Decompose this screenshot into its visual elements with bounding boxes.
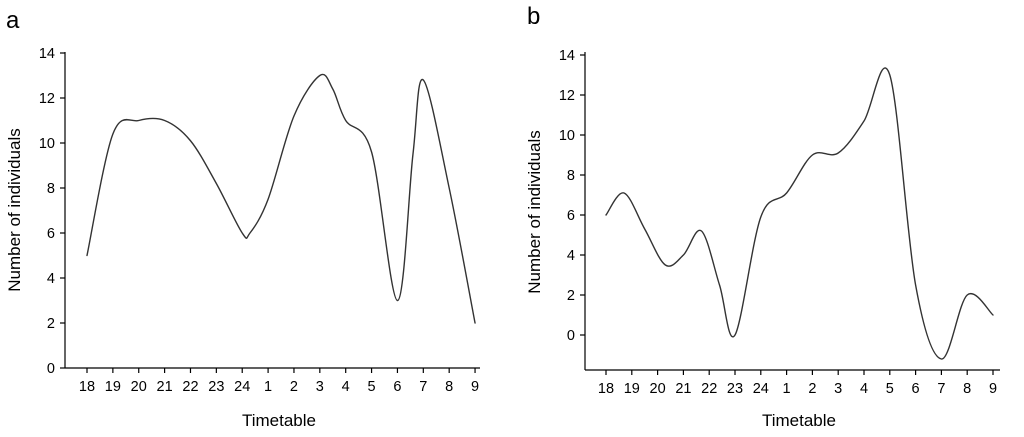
y-tick-label: 14 (39, 46, 55, 62)
y-axis-title: Number of individuals (5, 128, 24, 291)
x-axis-title: Timetable (762, 411, 836, 430)
y-tick-label: 2 (567, 288, 575, 304)
y-tick-label: 10 (559, 128, 575, 144)
y-tick-label: 0 (567, 328, 575, 344)
series-line-1 (86, 73, 476, 324)
x-tick-label: 9 (989, 381, 997, 397)
x-tick-label: 18 (598, 381, 614, 397)
x-tick-label: 7 (937, 381, 945, 397)
x-tick-label: 2 (290, 379, 298, 395)
panel-label: b (527, 3, 540, 30)
y-tick-label: 6 (567, 208, 575, 224)
x-tick-label: 3 (834, 381, 842, 397)
x-tick-label: 6 (393, 379, 401, 395)
x-tick-label: 22 (701, 381, 717, 397)
y-axis-title: Number of individuals (525, 130, 544, 293)
x-tick-label: 1 (264, 379, 272, 395)
x-tick-label: 4 (860, 381, 868, 397)
x-tick-label: 6 (912, 381, 920, 397)
y-tick-label: 8 (47, 181, 55, 197)
x-tick-label: 23 (208, 379, 224, 395)
x-tick-label: 19 (624, 381, 640, 397)
y-tick-label: 12 (39, 91, 55, 107)
x-tick-label: 7 (419, 379, 427, 395)
y-tick-label: 6 (47, 226, 55, 242)
x-tick-label: 3 (316, 379, 324, 395)
panel-label: a (6, 7, 20, 34)
x-tick-label: 21 (675, 381, 691, 397)
x-tick-label: 9 (471, 379, 479, 395)
y-tick-label: 0 (47, 361, 55, 377)
y-tick-label: 14 (559, 48, 575, 64)
x-tick-label: 5 (368, 379, 376, 395)
x-tick-label: 2 (808, 381, 816, 397)
x-tick-label: 21 (157, 379, 173, 395)
x-tick-label: 22 (182, 379, 198, 395)
x-axis-title: Timetable (242, 411, 316, 430)
x-tick-label: 8 (445, 379, 453, 395)
x-tick-label: 5 (886, 381, 894, 397)
y-tick-label: 2 (47, 316, 55, 332)
y-tick-label: 4 (567, 248, 575, 264)
x-tick-label: 23 (727, 381, 743, 397)
y-tick-label: 12 (559, 88, 575, 104)
x-tick-label: 20 (131, 379, 147, 395)
x-tick-label: 19 (105, 379, 121, 395)
x-tick-label: 20 (650, 381, 666, 397)
x-tick-label: 18 (79, 379, 95, 395)
x-tick-label: 24 (234, 379, 250, 395)
x-tick-label: 24 (753, 381, 769, 397)
y-tick-label: 4 (47, 271, 55, 287)
y-tick-label: 10 (39, 136, 55, 152)
x-tick-label: 1 (783, 381, 791, 397)
x-tick-label: 4 (342, 379, 350, 395)
x-tick-label: 8 (963, 381, 971, 397)
series-line-1 (605, 67, 994, 360)
y-tick-label: 8 (567, 168, 575, 184)
